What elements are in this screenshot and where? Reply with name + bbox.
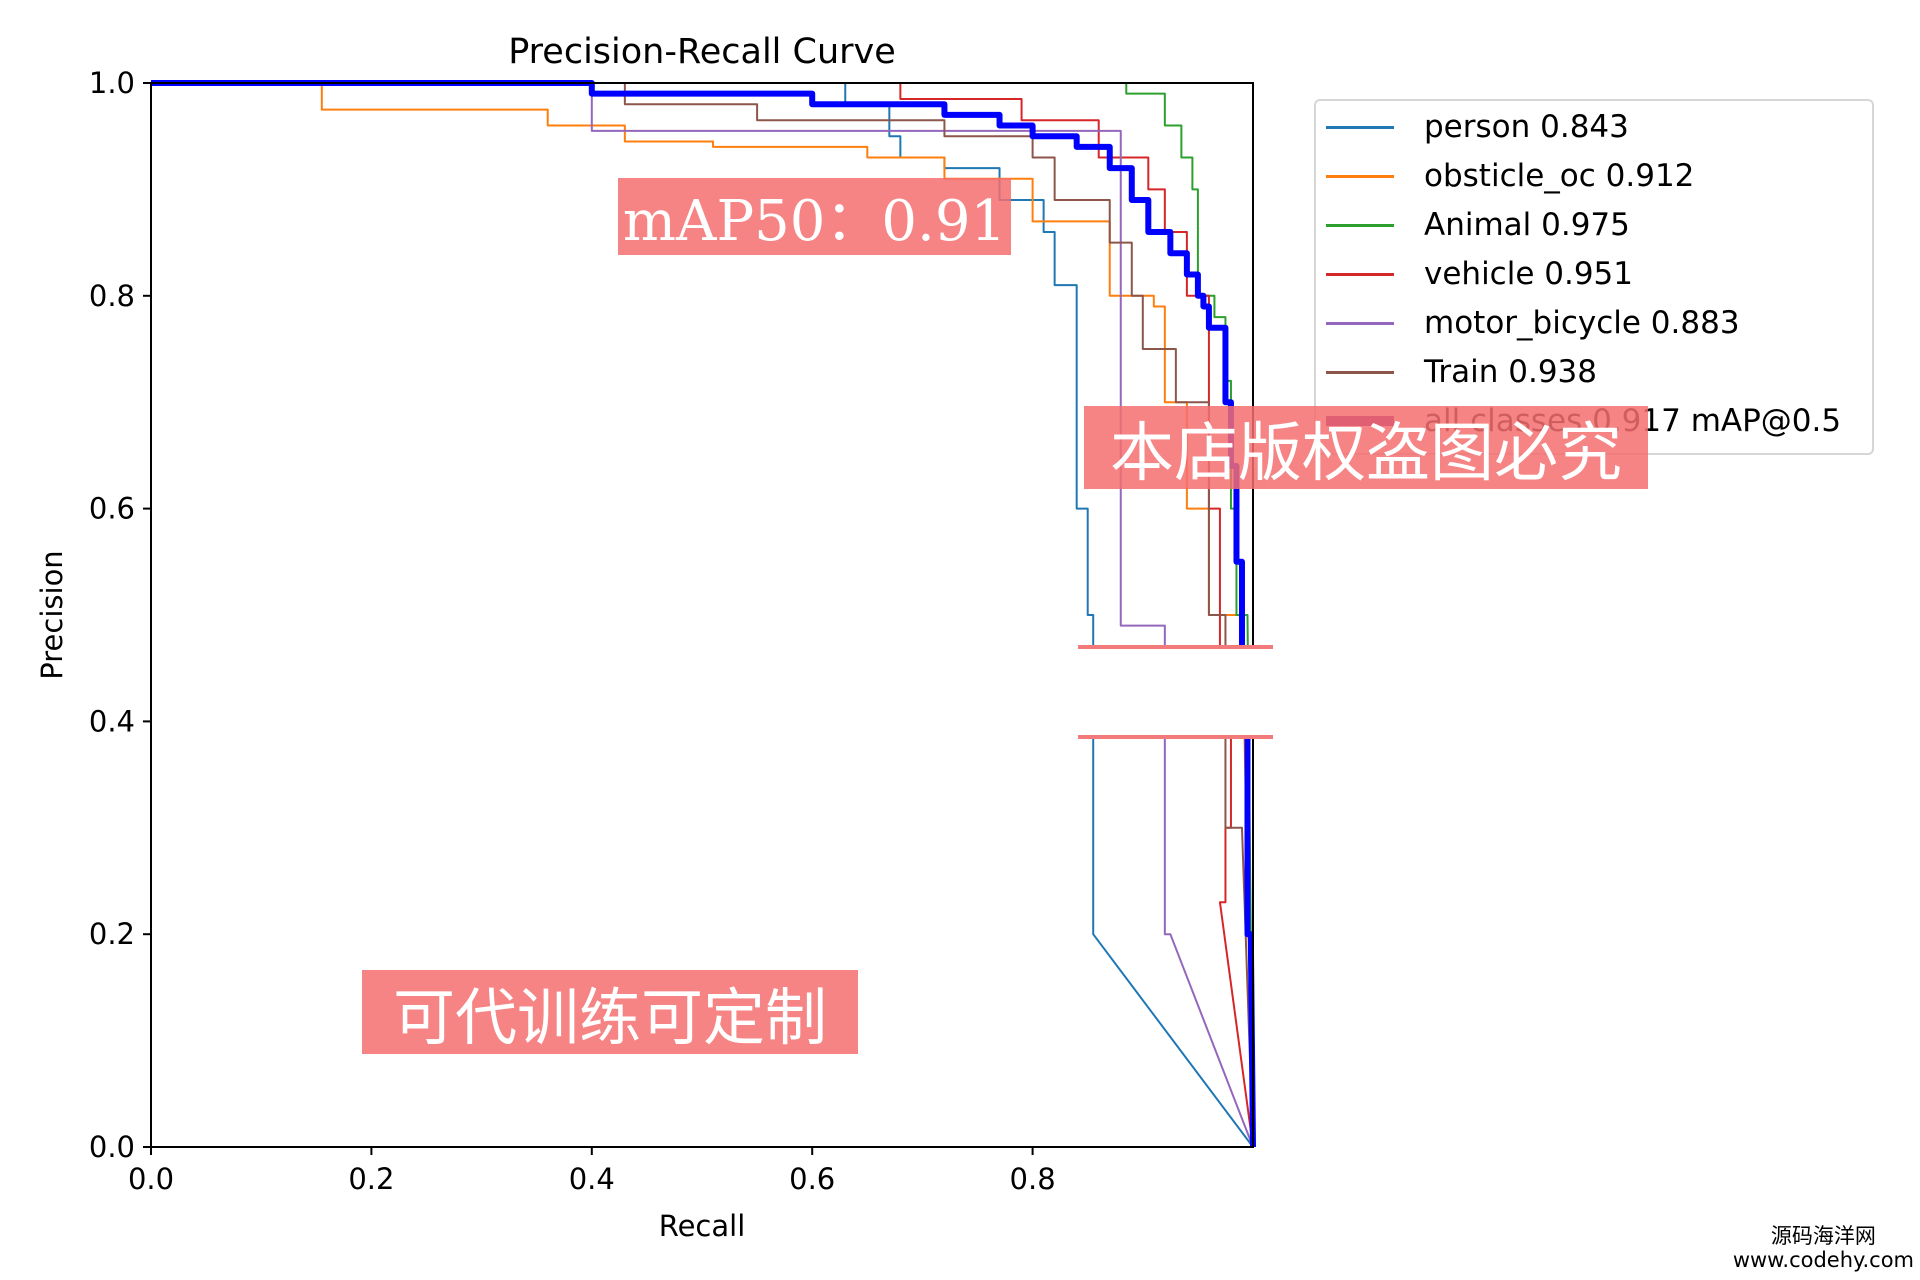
x-tick-label: 0.6 <box>789 1162 835 1196</box>
x-tick-label: 0.2 <box>348 1162 394 1196</box>
watermark-copyright: 本店版权盗图必究 <box>1084 406 1648 491</box>
legend-line-icon <box>1326 174 1394 178</box>
legend-line-icon <box>1326 125 1394 129</box>
x-tick-label: 0.4 <box>569 1162 615 1196</box>
legend-line-icon <box>1326 272 1394 276</box>
legend-item: Train 0.938 <box>1316 352 1597 392</box>
x-tick-label: 0.0 <box>128 1162 174 1196</box>
y-tick-label: 0.4 <box>89 704 135 738</box>
legend-line-icon <box>1326 370 1394 374</box>
chart-title: Precision-Recall Curve <box>508 32 896 72</box>
site-url: www.codehy.com <box>1732 1248 1914 1272</box>
y-tick-label: 0.2 <box>89 917 135 951</box>
legend-item: motor_bicycle 0.883 <box>1316 303 1740 343</box>
x-axis-label: Recall <box>659 1209 746 1243</box>
x-tick-label: 0.8 <box>1010 1162 1056 1196</box>
legend-label: person 0.843 <box>1424 109 1629 145</box>
pr-curve-4 <box>151 82 1254 1148</box>
y-tick-label: 0.8 <box>89 279 135 313</box>
pr-curve-6 <box>151 80 1256 1148</box>
image-patch <box>1078 645 1273 739</box>
legend-label: Train 0.938 <box>1424 354 1597 390</box>
legend-item: Animal 0.975 <box>1316 205 1630 245</box>
legend-line-icon <box>1326 223 1394 227</box>
y-tick-label: 0.6 <box>89 492 135 526</box>
y-tick-label: 0.0 <box>89 1130 135 1164</box>
legend-item: obsticle_oc 0.912 <box>1316 156 1694 196</box>
legend-label: Animal 0.975 <box>1424 207 1630 243</box>
legend-item: vehicle 0.951 <box>1316 254 1633 294</box>
site-watermark: 源码海洋网 www.codehy.com <box>1733 1224 1914 1272</box>
y-axis-label: Precision <box>35 550 69 679</box>
site-name: 源码海洋网 <box>1770 1224 1876 1248</box>
legend-line-icon <box>1326 321 1394 325</box>
legend-item: person 0.843 <box>1316 107 1629 147</box>
plot-frame <box>150 82 1254 1148</box>
y-tick-label: 1.0 <box>89 66 135 100</box>
legend-label: vehicle 0.951 <box>1424 256 1634 292</box>
legend-label: motor_bicycle 0.883 <box>1424 305 1740 341</box>
watermark-map50: mAP50：0.91 <box>618 178 1011 255</box>
legend-label: obsticle_oc 0.912 <box>1424 158 1695 194</box>
pr-curve-5 <box>151 82 1254 1148</box>
watermark-custom-training: 可代训练可定制 <box>362 970 858 1054</box>
